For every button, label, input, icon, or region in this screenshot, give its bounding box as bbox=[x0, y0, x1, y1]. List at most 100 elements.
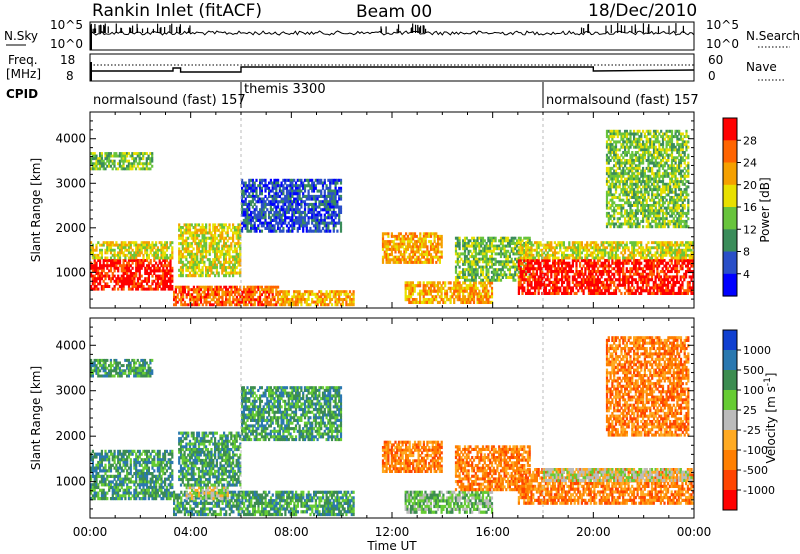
range-cell bbox=[521, 275, 524, 279]
range-cell bbox=[122, 162, 125, 166]
range-cell bbox=[634, 253, 637, 257]
range-cell bbox=[250, 285, 253, 289]
range-cell bbox=[472, 281, 476, 285]
range-cell bbox=[280, 298, 283, 301]
range-cell bbox=[403, 247, 406, 251]
range-cell bbox=[191, 288, 194, 292]
range-cell bbox=[408, 237, 411, 241]
range-cell bbox=[631, 225, 634, 229]
range-cell bbox=[230, 266, 233, 270]
range-cell bbox=[406, 284, 409, 288]
range-cell bbox=[182, 295, 185, 299]
range-cell bbox=[182, 303, 185, 307]
range-cell bbox=[404, 292, 407, 296]
range-cell bbox=[404, 295, 407, 299]
range-cell bbox=[663, 289, 666, 293]
range-cell bbox=[426, 260, 429, 264]
range-cell bbox=[134, 167, 138, 171]
range-cell bbox=[676, 267, 679, 271]
range-cell bbox=[99, 282, 102, 286]
range-cell bbox=[225, 288, 228, 292]
range-cell bbox=[622, 246, 625, 250]
range-cell bbox=[537, 289, 540, 293]
range-cell bbox=[640, 219, 643, 223]
range-cell bbox=[124, 272, 127, 275]
range-cell bbox=[685, 253, 688, 257]
range-cell bbox=[514, 252, 517, 256]
range-cell bbox=[460, 257, 463, 261]
range-cell bbox=[685, 248, 688, 252]
range-cell bbox=[97, 259, 100, 262]
range-cell bbox=[146, 272, 149, 275]
range-cell bbox=[90, 246, 93, 250]
range-cell bbox=[537, 259, 540, 263]
range-cell bbox=[618, 148, 621, 152]
range-cell bbox=[692, 256, 695, 260]
range-cell bbox=[435, 295, 438, 299]
range-cell bbox=[633, 161, 636, 165]
range-cell bbox=[686, 267, 689, 271]
range-cell bbox=[185, 266, 188, 270]
range-cell bbox=[485, 260, 488, 264]
range-cell bbox=[618, 211, 621, 215]
range-cell bbox=[573, 272, 576, 276]
range-cell bbox=[481, 255, 485, 259]
range-cell bbox=[228, 236, 231, 240]
range-cell bbox=[683, 275, 686, 279]
range-cell bbox=[223, 247, 226, 251]
range-cell bbox=[336, 300, 339, 304]
range-cell bbox=[190, 268, 193, 272]
range-cell bbox=[215, 266, 218, 270]
range-cell bbox=[203, 231, 206, 235]
range-cell bbox=[228, 263, 231, 267]
range-cell bbox=[528, 278, 531, 282]
range-cell bbox=[625, 172, 628, 176]
range-cell bbox=[181, 271, 184, 275]
range-cell bbox=[144, 279, 147, 283]
range-cell bbox=[642, 196, 645, 199]
range-cell bbox=[623, 283, 627, 287]
range-cell bbox=[674, 246, 677, 250]
range-cell bbox=[561, 280, 564, 284]
range-cell bbox=[385, 255, 388, 259]
range-cell bbox=[155, 256, 158, 260]
range-cell bbox=[196, 223, 199, 227]
range-cell bbox=[501, 244, 504, 248]
range-cell bbox=[99, 259, 102, 262]
range-cell bbox=[235, 228, 238, 232]
range-cell bbox=[609, 169, 612, 173]
range-cell bbox=[602, 253, 605, 257]
range-cell bbox=[284, 303, 287, 307]
range-cell bbox=[535, 246, 538, 250]
range-cell bbox=[613, 214, 616, 218]
range-cell bbox=[392, 255, 395, 259]
range-cell bbox=[257, 288, 260, 292]
range-cell bbox=[178, 252, 181, 256]
range-cell bbox=[658, 283, 661, 287]
range-cell bbox=[469, 295, 472, 299]
range-cell bbox=[499, 239, 503, 243]
range-cell bbox=[517, 267, 520, 271]
range-cell bbox=[677, 253, 680, 257]
range-cell bbox=[410, 284, 413, 288]
range-cell bbox=[327, 303, 330, 307]
range-cell bbox=[392, 258, 395, 262]
range-cell bbox=[216, 285, 219, 289]
range-cell bbox=[338, 295, 341, 299]
range-cell bbox=[641, 272, 645, 276]
range-cell bbox=[661, 248, 664, 252]
range-cell bbox=[516, 273, 519, 277]
range-cell bbox=[688, 243, 691, 247]
range-cell bbox=[208, 288, 212, 292]
range-cell bbox=[620, 143, 623, 147]
range-cell bbox=[498, 273, 501, 277]
range-cell bbox=[593, 280, 596, 284]
range-cell bbox=[146, 259, 149, 262]
range-cell bbox=[136, 287, 140, 291]
range-cell bbox=[208, 228, 211, 232]
range-cell bbox=[544, 248, 547, 252]
range-cell bbox=[298, 300, 301, 304]
range-cell bbox=[104, 154, 107, 158]
range-cell bbox=[629, 291, 632, 295]
range-cell bbox=[438, 286, 441, 290]
